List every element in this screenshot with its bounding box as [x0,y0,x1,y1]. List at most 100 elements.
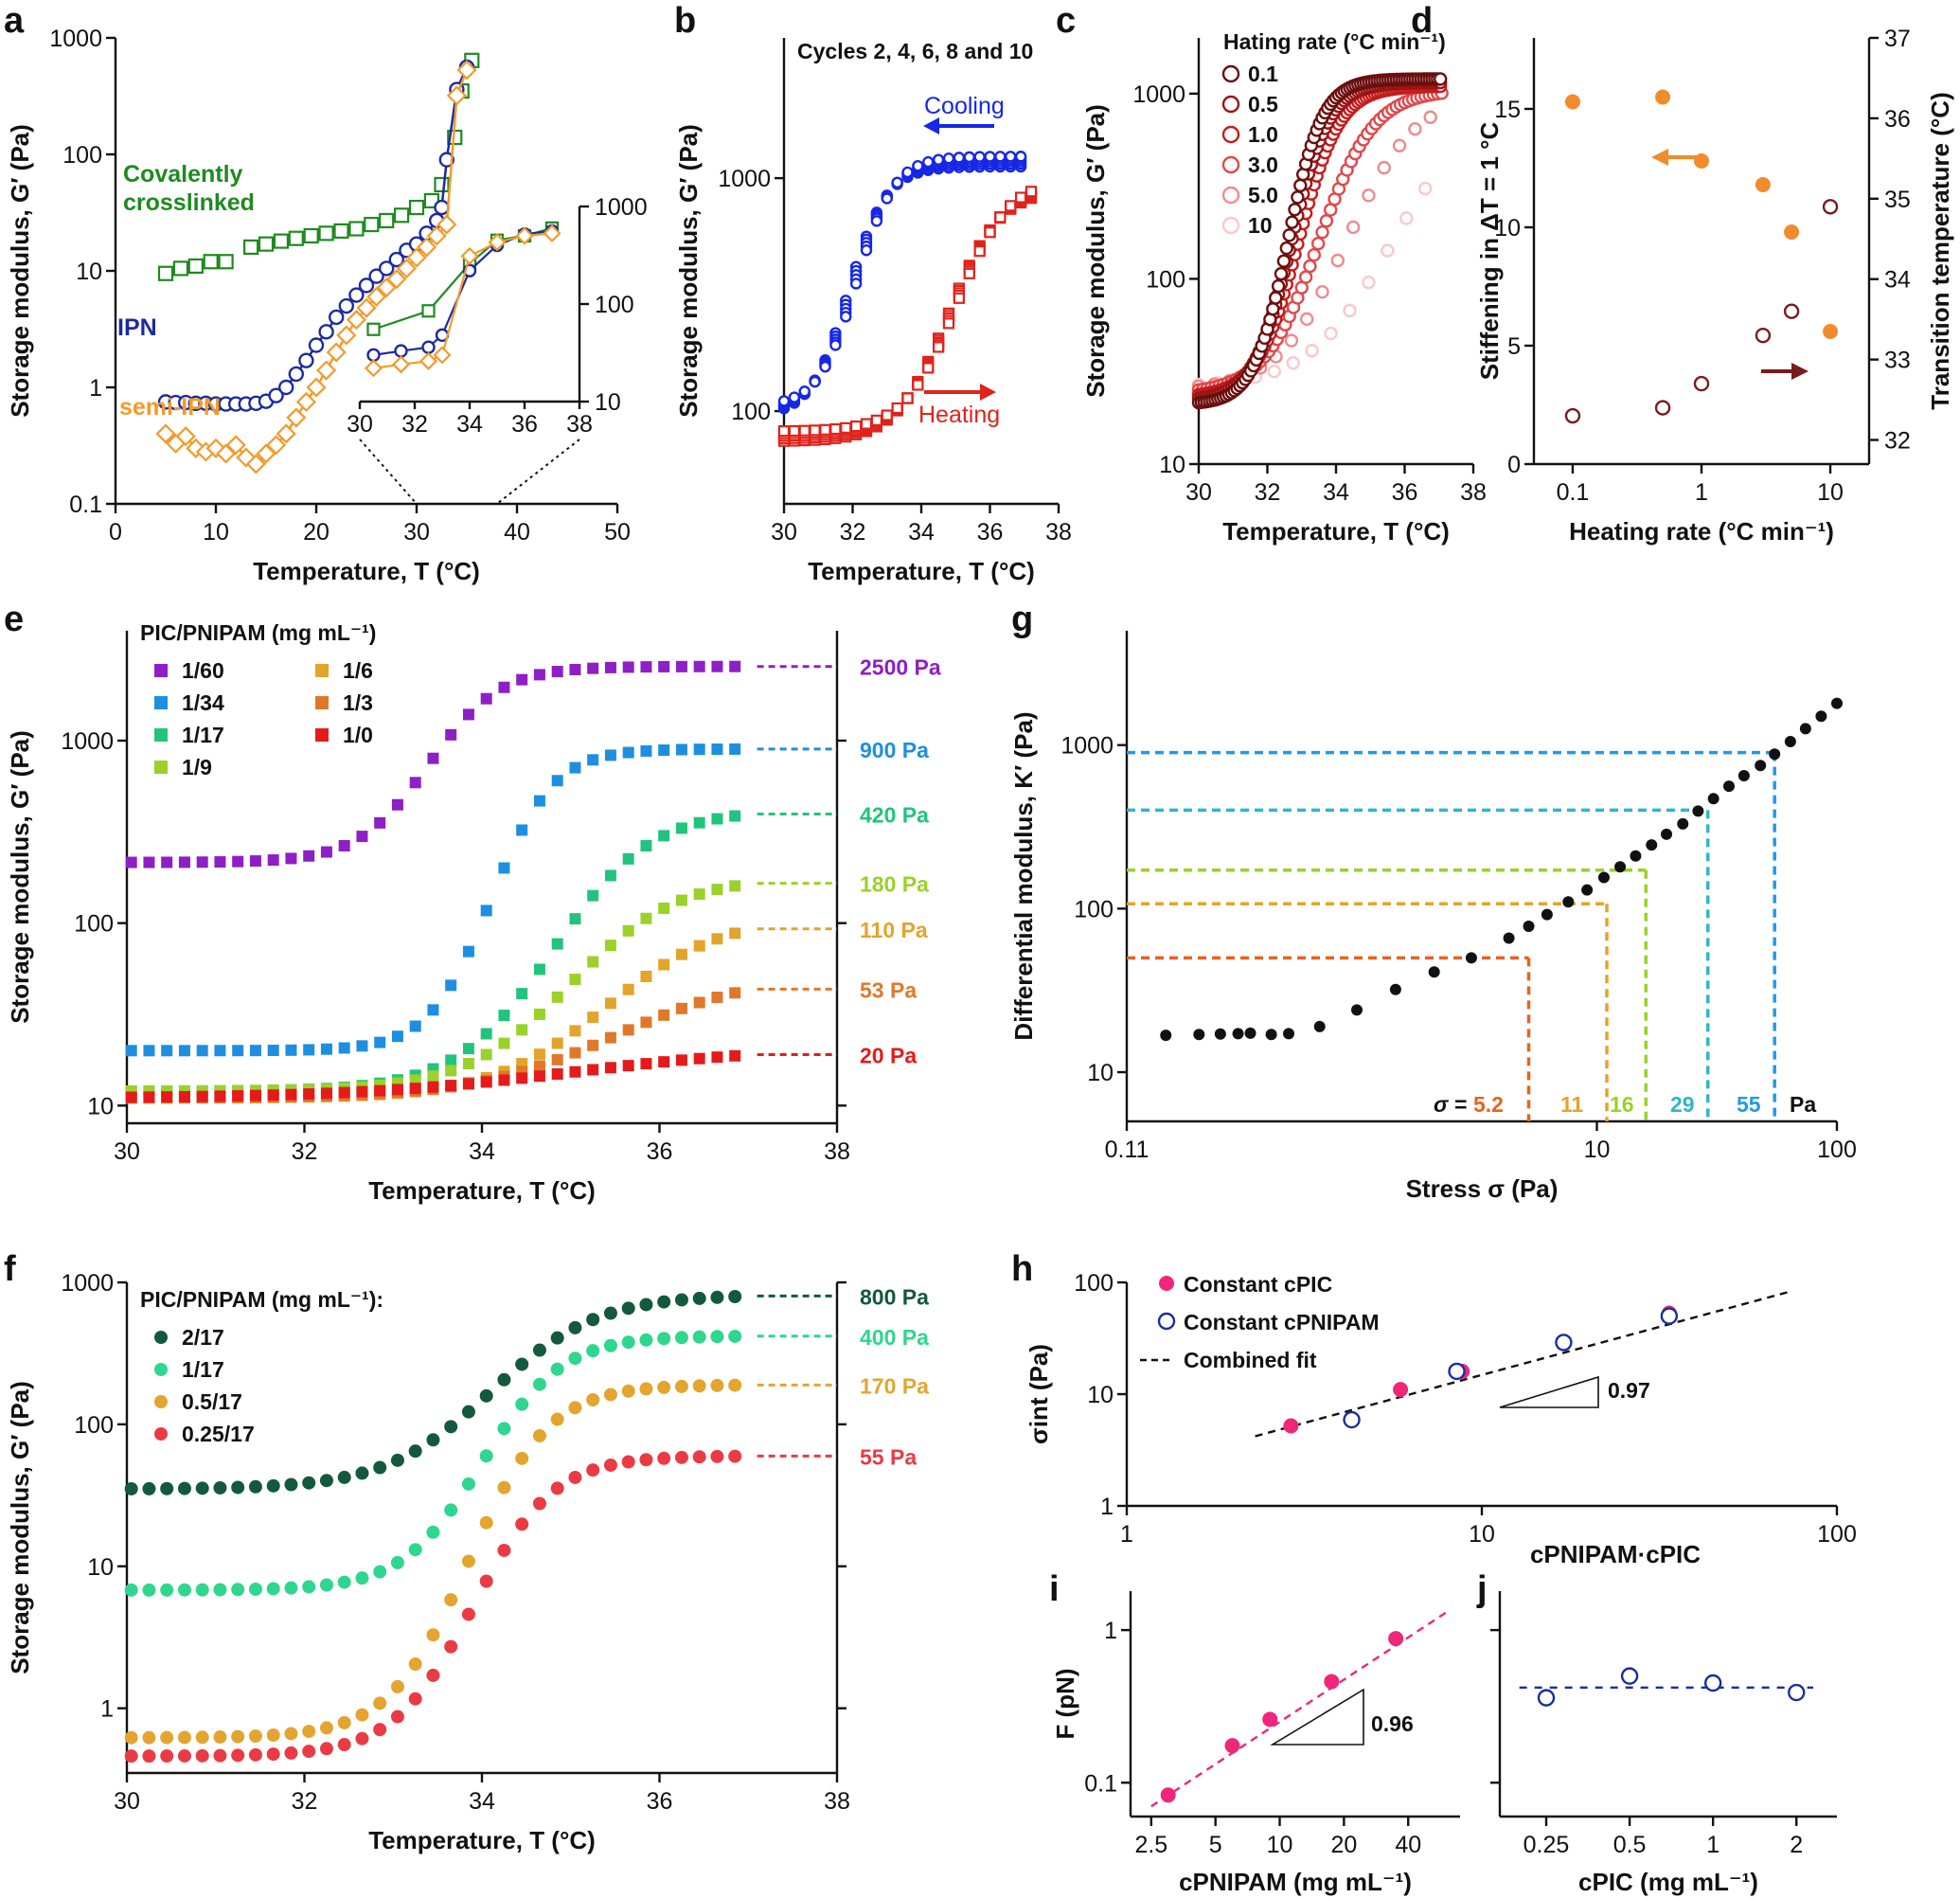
plateau-label: 170 Pa [860,1373,929,1398]
inset-point [421,340,436,354]
data-point-Heating [860,418,873,430]
data-point-k [1722,780,1735,793]
x-tick-label: 100 [1817,1521,1857,1548]
data-point-1/0 [214,1090,226,1102]
data-point-Heating [953,292,965,304]
data-point-k [1193,1029,1205,1041]
data-point-IPN [288,366,304,383]
data-point-covalent [408,199,425,216]
data-point-Heating [1015,191,1027,204]
inset-point [391,355,411,374]
data-point-1/6 [569,1025,581,1037]
data-point-1/0 [409,1083,421,1095]
data-point-Heating [984,226,996,239]
data-point-k [1784,736,1796,748]
data-point-1/0 [161,1091,173,1103]
x-tick-label: 40 [504,519,530,546]
data-point-1/17 [693,816,705,829]
data-point-1/60 [338,840,350,852]
label-covalently: Covalently [123,161,243,188]
data-point-0.25/17 [248,1747,262,1762]
data-point-Heating [819,423,831,436]
sigma-label: σ = [1434,1092,1467,1117]
sigma-value: 16 [1610,1092,1634,1117]
data-point-1/6 [551,1037,563,1049]
data-point-rate-10 [1343,303,1357,318]
data-point-1/17 [533,963,545,976]
data-point-1/60 [587,662,599,674]
data-point-1/34 [498,862,510,874]
data-point-Cooling [984,151,996,163]
data-point-1/9 [445,1065,457,1077]
y-tick-label: 10 [1159,452,1185,478]
data-point-k [1755,760,1767,772]
data-point-IPN [329,309,345,326]
data-point-k [1351,1004,1363,1016]
x-tick-label: 1 [1706,1832,1719,1858]
data-point-1/17 [231,1583,245,1597]
data-point-Heating [1005,200,1017,212]
data-point-1/17 [498,1010,510,1022]
data-point-IPN [338,297,354,314]
x-axis-title: cPNIPAM·cPIC [1530,1540,1701,1568]
y-tick-label: 10 [1087,1382,1114,1408]
data-point-Cooling [849,278,863,290]
data-point-1/60 [711,660,723,672]
data-point-Cooling [777,395,791,407]
data-point-0.25/17 [497,1543,511,1557]
arrow-head-heating [980,384,996,401]
data-point-semi-IPN [175,426,196,447]
data-point-1/0 [462,1078,474,1090]
data-point-rate-3.0 [1298,270,1313,284]
plateau-label: 110 Pa [860,918,928,942]
inset-x-tick-label: 34 [456,411,483,438]
data-point-0.5/17 [461,1554,475,1568]
y-tick-label: 5 [1507,333,1521,360]
data-point-1/0 [622,1060,634,1072]
inset-point [419,351,438,370]
data-point-1/17 [426,1525,440,1539]
data-point-covalent [379,212,395,229]
data-point-1/9 [640,912,652,924]
y-axis-title: Differential modulus, K′ (Pa) [1009,711,1038,1040]
data-point-rate-0.1 [1288,203,1302,217]
y-axis-title: F (pN) [1051,1668,1079,1739]
data-point-1/0 [498,1074,510,1086]
data-point-1/0 [427,1081,439,1093]
data-point-0.25/17 [550,1481,564,1495]
y-tick-label: 0.1 [1084,1770,1117,1797]
data-point-1/60 [143,856,155,868]
data-point-covalent [318,225,334,242]
data-point-1/0 [285,1088,297,1101]
data-point-1/17 [497,1422,511,1436]
data-point-0.5/17 [302,1725,316,1739]
data-point-0.5/17 [355,1708,369,1722]
y-tick-label: 1 [1104,1618,1117,1644]
data-point-Heating [973,245,986,258]
data-point-rate-5.0 [1362,188,1376,203]
legend-marker [154,728,168,742]
data-point-1/9 [427,1070,439,1083]
x-axis-title: cPIC (mg mL⁻¹) [1578,1868,1758,1896]
data-point-covalent [203,254,219,270]
data-point-1/60 [622,661,634,673]
data-point-f [1537,1689,1556,1707]
data-point-1/3 [640,1016,652,1029]
x-tick-label: 34 [469,1138,495,1165]
inset-point [433,346,452,365]
data-point-0.5/17 [195,1730,209,1745]
data-point-1/17 [319,1578,333,1592]
data-point-rate-10 [1286,356,1300,370]
data-point-1/34 [658,744,670,757]
data-point-1/60 [374,816,386,829]
data-point-0.5/17 [621,1384,635,1398]
data-point-2/17 [142,1481,156,1495]
data-point-2/17 [479,1388,493,1403]
panel-label-h: h [1011,1249,1033,1289]
slope-label: 0.97 [1608,1378,1650,1403]
panel-label-a: a [4,1,25,41]
data-point-1/17 [692,1330,706,1344]
data-point-rate-5.0 [1408,122,1422,136]
data-point-0.5/17 [408,1657,422,1672]
data-point-1/17 [461,1477,475,1491]
